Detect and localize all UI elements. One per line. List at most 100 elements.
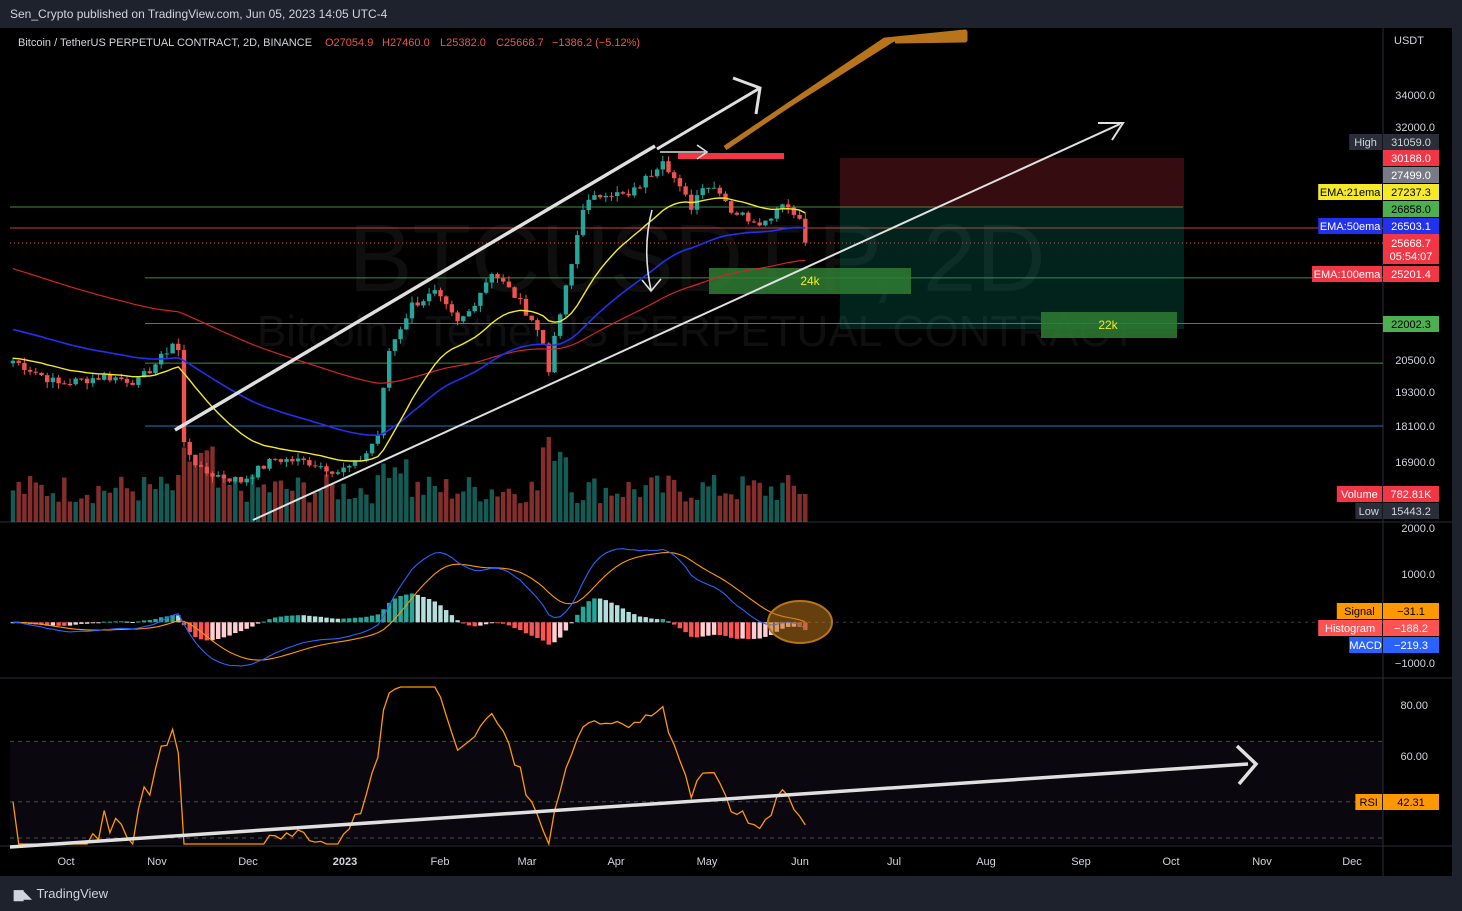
macd-histogram-bar bbox=[449, 615, 455, 623]
volume-bar bbox=[56, 501, 61, 522]
candle bbox=[301, 458, 306, 461]
low-label-name: Low bbox=[1359, 506, 1379, 518]
macd-histogram-bar bbox=[198, 622, 204, 640]
macd-axis-tick: 2000.0 bbox=[1401, 523, 1435, 535]
macd-label-name: MACD bbox=[1349, 640, 1381, 652]
macd-histogram-bar bbox=[706, 622, 711, 636]
candle bbox=[295, 458, 301, 462]
histogram-label-value: −188.2 bbox=[1394, 623, 1428, 635]
time-axis-tick: May bbox=[697, 856, 718, 868]
volume-bar bbox=[478, 501, 483, 522]
candle bbox=[489, 274, 494, 283]
macd-histogram-bar bbox=[563, 622, 569, 631]
volume-bar bbox=[398, 473, 403, 522]
candle bbox=[461, 316, 466, 322]
volume-bar bbox=[22, 493, 27, 522]
volume-bar bbox=[273, 481, 278, 522]
macd-histogram-bar bbox=[119, 621, 124, 623]
candle bbox=[786, 204, 791, 208]
volume-label-value: 782.81K bbox=[1391, 489, 1433, 501]
volume-bar bbox=[170, 490, 175, 522]
brand[interactable]: ▆◣ TradingView bbox=[14, 886, 108, 901]
rsi-label-name: RSI bbox=[1360, 797, 1378, 809]
volume-bar bbox=[141, 477, 147, 522]
candle bbox=[62, 383, 67, 385]
candle bbox=[79, 378, 84, 380]
volume-bar bbox=[552, 460, 557, 522]
macd-histogram-bar bbox=[39, 622, 44, 625]
volume-bar bbox=[803, 493, 808, 522]
candle bbox=[56, 377, 61, 384]
volume-bar bbox=[751, 480, 757, 522]
candle bbox=[506, 281, 512, 288]
candle bbox=[426, 293, 432, 302]
volume-bar bbox=[774, 500, 779, 522]
level-27499-value: 27499.0 bbox=[1391, 170, 1431, 182]
candle bbox=[198, 465, 204, 467]
volume-bar bbox=[694, 499, 700, 522]
volume-bar bbox=[45, 495, 50, 522]
volume-bar bbox=[632, 489, 637, 522]
macd-histogram-bar bbox=[233, 622, 238, 634]
candle bbox=[803, 218, 808, 243]
candle bbox=[660, 161, 665, 170]
candle bbox=[130, 382, 135, 385]
candle bbox=[284, 458, 289, 462]
ema50-label-name-tag bbox=[1318, 218, 1382, 234]
volume-bar bbox=[426, 476, 432, 522]
macd-histogram-bar bbox=[107, 621, 113, 623]
candle bbox=[495, 274, 500, 279]
candle bbox=[107, 374, 113, 381]
volume-bar bbox=[96, 485, 101, 522]
macd-histogram-bar bbox=[113, 621, 118, 623]
volume-bar bbox=[626, 482, 631, 522]
macd-histogram-bar bbox=[432, 601, 437, 623]
top-bar: Sen_Crypto published on TradingView.com,… bbox=[0, 0, 1462, 28]
volume-bar bbox=[301, 482, 306, 522]
volume-bar bbox=[130, 491, 135, 522]
candle bbox=[518, 297, 523, 299]
chart-canvas[interactable]: BTCUSDT.P, 2D Bitcoin / TetherUS PERPETU… bbox=[0, 28, 1452, 876]
macd-histogram-bar bbox=[444, 610, 449, 623]
macd-histogram-bar bbox=[387, 602, 392, 623]
volume-bar bbox=[312, 492, 318, 522]
last-price-value: 25668.7 bbox=[1391, 238, 1431, 250]
candle bbox=[540, 329, 546, 344]
low-label-value-tag bbox=[1383, 503, 1439, 519]
rsi-axis-tick: 80.00 bbox=[1400, 700, 1428, 712]
macd-histogram-bar bbox=[700, 622, 705, 637]
candle bbox=[312, 465, 318, 467]
volume-bar bbox=[558, 451, 563, 522]
volume-bar bbox=[540, 447, 546, 522]
candle bbox=[193, 454, 198, 466]
volume-bar bbox=[501, 491, 506, 522]
volume-bar bbox=[683, 501, 688, 522]
volume-bar bbox=[330, 484, 335, 522]
candle bbox=[84, 378, 90, 384]
candle bbox=[164, 353, 170, 355]
volume-bar bbox=[347, 498, 352, 522]
volume-bar bbox=[415, 481, 420, 522]
volume-bar bbox=[700, 482, 705, 522]
macd-histogram-bar bbox=[210, 622, 215, 641]
volume-bar bbox=[757, 482, 762, 522]
candle bbox=[780, 204, 785, 209]
macd-histogram-bar bbox=[90, 622, 95, 624]
volume-bar bbox=[489, 489, 494, 522]
time-axis-tick: Nov bbox=[1252, 856, 1272, 868]
macd-histogram-bar bbox=[409, 593, 415, 623]
candle bbox=[580, 209, 586, 236]
ema50-line bbox=[12, 226, 806, 436]
candle bbox=[330, 471, 335, 474]
candle bbox=[746, 212, 751, 222]
rsi-label-value: 42.31 bbox=[1397, 797, 1425, 809]
macd-histogram-bar bbox=[415, 594, 420, 623]
level-27499-value-tag bbox=[1383, 167, 1439, 183]
time-axis-tick: Dec bbox=[238, 856, 258, 868]
candle bbox=[102, 374, 107, 380]
volume-bar bbox=[677, 491, 683, 522]
candle bbox=[797, 214, 802, 219]
volume-bar bbox=[221, 474, 227, 522]
macd-histogram-bar bbox=[67, 622, 73, 626]
macd-histogram-bar bbox=[711, 622, 717, 635]
